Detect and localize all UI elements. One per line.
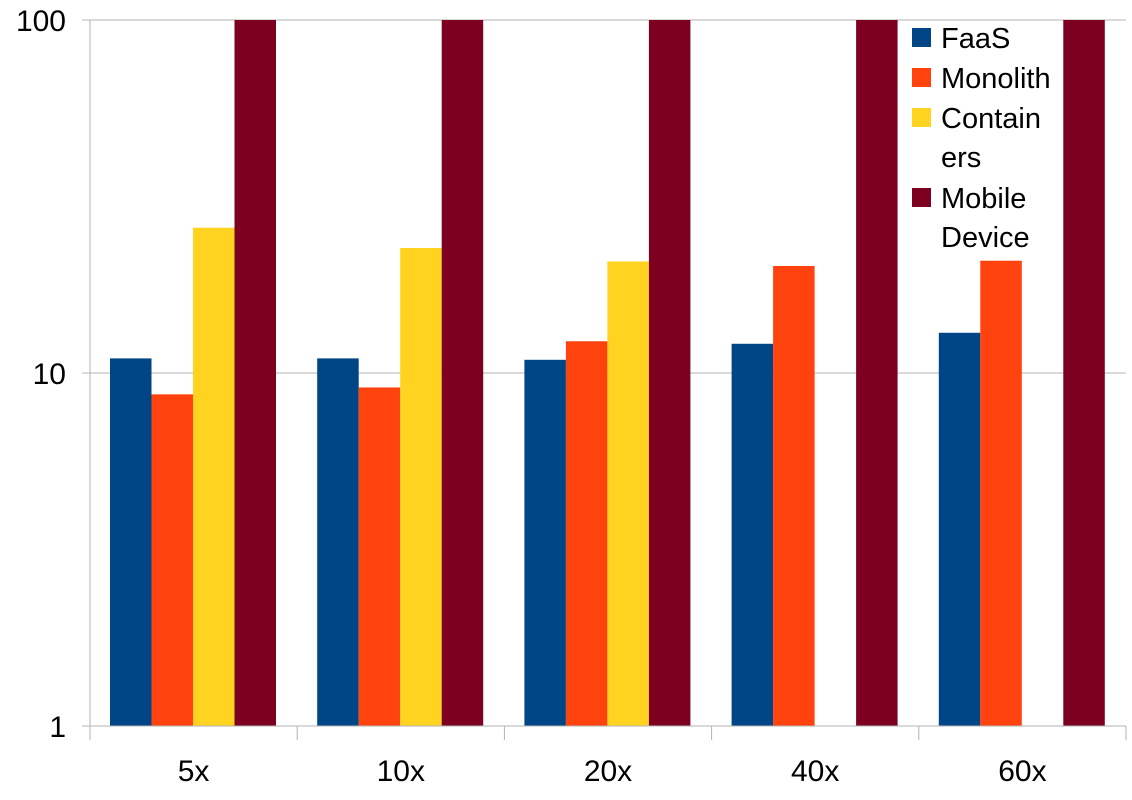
y-tick-label: 1 [49,711,66,744]
x-tick-label: 20x [584,755,632,788]
legend-swatch [912,188,931,207]
bar [193,227,235,726]
bar [441,20,484,726]
y-tick-label: 100 [16,5,66,38]
x-tick-label: 5x [178,755,210,788]
legend-swatch [912,108,931,127]
legend-label-line: Monolith [941,63,1051,95]
legend-label-line: FaaS [941,23,1010,55]
bar [317,358,359,726]
bar [938,332,981,726]
bar [731,343,774,726]
legend-label-line: Contain [941,103,1041,135]
legend-swatch [912,68,931,87]
legend-label: FaaS [941,23,1010,55]
bar [980,260,1022,726]
x-tick-label: 40x [791,755,839,788]
bar [110,358,152,726]
bar [607,261,649,726]
axes: 1 10 100 5x 10x 20x 40x 60x [16,5,1127,788]
y-tick-label: 10 [33,358,66,391]
bar [358,387,401,726]
x-tick-label: 10x [377,755,425,788]
bar [565,341,608,726]
legend-swatch [912,28,931,47]
bar [524,359,566,726]
bar [1063,20,1105,726]
bar [648,20,691,726]
bar [151,394,193,726]
legend-label: Mobile Device [941,183,1030,254]
legend-label: Contain ers [941,103,1041,174]
x-tick-label: 60x [998,755,1046,788]
legend: FaaS Monolith Contain ers Mobile Device [912,23,1051,254]
bar [234,20,276,726]
legend-label-line: ers [941,142,981,174]
legend-label-line: Mobile [941,183,1026,215]
legend-label: Monolith [941,63,1051,95]
bar [400,247,442,726]
bar [856,20,898,726]
legend-label-line: Device [941,222,1030,254]
bar [773,265,815,726]
bars [110,20,1105,726]
